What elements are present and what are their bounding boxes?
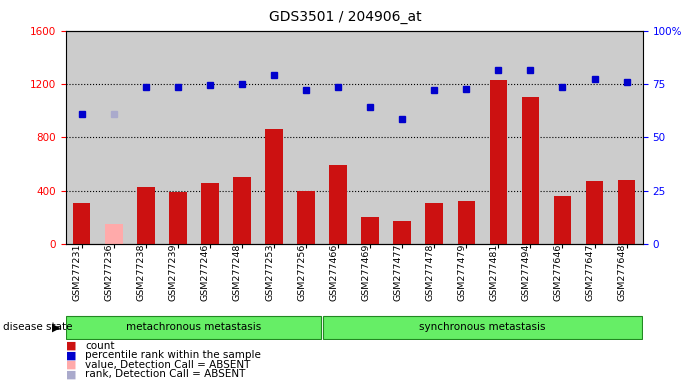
Bar: [618, 180, 636, 244]
Bar: [611, 31, 643, 244]
Text: GSM277253: GSM277253: [265, 244, 274, 301]
Text: count: count: [85, 341, 115, 351]
Text: GSM277477: GSM277477: [393, 244, 402, 301]
Bar: [330, 165, 347, 244]
Bar: [578, 31, 611, 244]
Bar: [73, 202, 91, 244]
Text: ▶: ▶: [53, 322, 61, 332]
Bar: [226, 31, 258, 244]
Text: ■: ■: [66, 360, 76, 370]
Text: GSM277481: GSM277481: [489, 244, 498, 301]
FancyBboxPatch shape: [66, 316, 321, 339]
FancyBboxPatch shape: [323, 316, 642, 339]
Bar: [514, 31, 547, 244]
Text: GSM277646: GSM277646: [553, 244, 562, 301]
Bar: [290, 31, 322, 244]
Text: ■: ■: [66, 350, 76, 360]
Bar: [130, 31, 162, 244]
Text: percentile rank within the sample: percentile rank within the sample: [85, 350, 261, 360]
Text: GSM277494: GSM277494: [522, 244, 531, 301]
Bar: [489, 80, 507, 244]
Bar: [457, 201, 475, 244]
Bar: [97, 31, 130, 244]
Text: GSM277469: GSM277469: [361, 244, 370, 301]
Bar: [297, 190, 315, 244]
Text: GSM277466: GSM277466: [329, 244, 338, 301]
Bar: [194, 31, 226, 244]
Bar: [386, 31, 418, 244]
Text: metachronous metastasis: metachronous metastasis: [126, 322, 261, 333]
Text: GSM277239: GSM277239: [169, 244, 178, 301]
Bar: [105, 224, 122, 244]
Bar: [361, 217, 379, 244]
Text: GSM277479: GSM277479: [457, 244, 466, 301]
Bar: [354, 31, 386, 244]
Text: ■: ■: [66, 369, 76, 379]
Bar: [553, 196, 571, 244]
Bar: [66, 31, 97, 244]
Bar: [201, 182, 219, 244]
Bar: [547, 31, 578, 244]
Text: GSM277648: GSM277648: [618, 244, 627, 301]
Bar: [162, 31, 194, 244]
Text: disease state: disease state: [3, 322, 73, 332]
Text: GSM277238: GSM277238: [137, 244, 146, 301]
Text: value, Detection Call = ABSENT: value, Detection Call = ABSENT: [85, 360, 250, 370]
Bar: [393, 221, 411, 244]
Text: synchronous metastasis: synchronous metastasis: [419, 322, 546, 333]
Bar: [322, 31, 354, 244]
Text: GSM277236: GSM277236: [105, 244, 114, 301]
Text: ■: ■: [66, 341, 76, 351]
Bar: [169, 192, 187, 244]
Text: GSM277246: GSM277246: [201, 244, 210, 301]
Text: GSM277256: GSM277256: [297, 244, 306, 301]
Text: GSM277478: GSM277478: [425, 244, 434, 301]
Text: GDS3501 / 204906_at: GDS3501 / 204906_at: [269, 10, 422, 23]
Text: GSM277248: GSM277248: [233, 244, 242, 301]
Bar: [482, 31, 514, 244]
Bar: [418, 31, 451, 244]
Bar: [426, 202, 443, 244]
Text: GSM277647: GSM277647: [585, 244, 594, 301]
Bar: [233, 177, 251, 244]
Bar: [586, 181, 603, 244]
Bar: [258, 31, 290, 244]
Bar: [137, 187, 155, 244]
Bar: [522, 97, 539, 244]
Text: GSM277231: GSM277231: [73, 244, 82, 301]
Bar: [451, 31, 482, 244]
Text: rank, Detection Call = ABSENT: rank, Detection Call = ABSENT: [85, 369, 245, 379]
Bar: [265, 129, 283, 244]
